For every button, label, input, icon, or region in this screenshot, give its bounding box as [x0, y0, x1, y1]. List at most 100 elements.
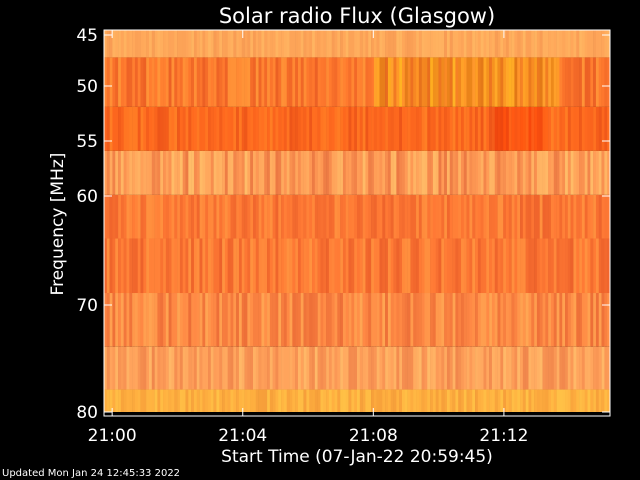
heatmap-cell — [550, 293, 555, 347]
heatmap-cell — [328, 150, 332, 195]
heatmap-cell — [472, 106, 476, 151]
heatmap-cell — [165, 194, 169, 239]
heatmap-cell — [407, 238, 411, 294]
heatmap-cell — [326, 150, 330, 195]
heatmap-cell — [432, 238, 437, 294]
heatmap-cell — [570, 30, 574, 58]
heatmap-cell — [477, 238, 481, 294]
heatmap-cell — [109, 293, 113, 347]
heatmap-cell — [213, 238, 217, 294]
heatmap-cell — [604, 389, 608, 412]
heatmap-cell — [236, 106, 240, 151]
heatmap-cell — [522, 30, 526, 58]
heatmap-cell — [247, 194, 251, 239]
heatmap-cell — [387, 238, 392, 294]
heatmap-cell — [219, 389, 223, 412]
heatmap-cell — [174, 30, 178, 58]
heatmap-cell — [331, 346, 335, 390]
heatmap-cell — [351, 106, 355, 151]
heatmap-cell — [416, 194, 420, 239]
heatmap-cell — [230, 346, 234, 390]
heatmap-cell — [430, 389, 434, 412]
heatmap-cell — [258, 57, 262, 107]
heatmap-cell — [466, 389, 470, 412]
heatmap-cell — [359, 346, 363, 390]
heatmap-cell — [503, 389, 507, 412]
heatmap-cell — [491, 346, 496, 390]
heatmap-cell — [213, 346, 217, 390]
heatmap-cell — [219, 194, 223, 239]
heatmap-cell — [536, 238, 541, 294]
heatmap-cell — [306, 150, 310, 195]
heatmap-cell — [278, 150, 282, 195]
heatmap-cell — [514, 30, 518, 58]
heatmap-cell — [511, 194, 515, 239]
heatmap-cell — [424, 389, 428, 412]
heatmap-cell — [550, 30, 555, 58]
heatmap-cell — [151, 150, 155, 195]
heatmap-cell — [286, 346, 290, 390]
heatmap-cell — [598, 150, 602, 195]
heatmap-cell — [393, 389, 397, 412]
heatmap-cell — [261, 57, 265, 107]
heatmap-cell — [567, 57, 571, 107]
heatmap-cell — [567, 30, 571, 58]
heatmap-cell — [354, 293, 358, 347]
heatmap-cell — [444, 106, 448, 151]
heatmap-cell — [264, 346, 268, 390]
heatmap-cell — [281, 293, 285, 347]
heatmap-cell — [466, 346, 470, 390]
heatmap-cell — [508, 346, 512, 390]
heatmap-cell — [295, 238, 299, 294]
heatmap-cell — [148, 389, 153, 412]
heatmap-cell — [562, 150, 566, 195]
heatmap-cell — [205, 293, 209, 347]
heatmap-cell — [601, 57, 605, 107]
heatmap-cell — [269, 150, 273, 195]
heatmap-cell — [160, 106, 164, 151]
heatmap-cell — [424, 30, 428, 58]
heatmap-cell — [140, 194, 144, 239]
heatmap-cell — [511, 150, 515, 195]
heatmap-cell — [148, 238, 153, 294]
heatmap-cell — [373, 346, 377, 390]
heatmap-cell — [491, 30, 496, 58]
heatmap-cell — [267, 293, 271, 347]
heatmap-cell — [151, 194, 155, 239]
heatmap-cell — [424, 238, 428, 294]
heatmap-cell — [449, 57, 453, 107]
heatmap-cell — [202, 293, 206, 347]
heatmap-cell — [208, 57, 212, 107]
heatmap-cell — [182, 30, 186, 58]
heatmap-cell — [444, 194, 448, 239]
heatmap-cell — [421, 194, 425, 239]
heatmap-cell — [520, 293, 524, 347]
heatmap-cell — [224, 238, 228, 294]
heatmap-cell — [452, 293, 456, 347]
heatmap-cell — [410, 57, 414, 107]
heatmap-cell — [227, 194, 231, 239]
heatmap-cell — [494, 194, 498, 239]
heatmap-cell — [177, 194, 181, 239]
heatmap-cell — [312, 150, 316, 195]
heatmap-cell — [115, 30, 119, 58]
heatmap-cell — [137, 57, 141, 107]
heatmap-cell — [106, 106, 110, 151]
heatmap-cell — [565, 346, 569, 390]
heatmap-cell — [326, 293, 330, 347]
heatmap-cell — [303, 57, 307, 107]
heatmap-cell — [508, 238, 512, 294]
heatmap-cell — [129, 57, 133, 107]
heatmap-cell — [143, 194, 147, 239]
heatmap-cell — [312, 194, 316, 239]
heatmap-cell — [489, 194, 493, 239]
heatmap-cell — [129, 194, 133, 239]
heatmap-cell — [505, 389, 510, 412]
heatmap-cell — [503, 57, 507, 107]
heatmap-cell — [469, 238, 473, 294]
heatmap-cell — [413, 346, 417, 390]
heatmap-cell — [595, 293, 600, 347]
heatmap-cell — [505, 238, 510, 294]
heatmap-cell — [458, 194, 462, 239]
